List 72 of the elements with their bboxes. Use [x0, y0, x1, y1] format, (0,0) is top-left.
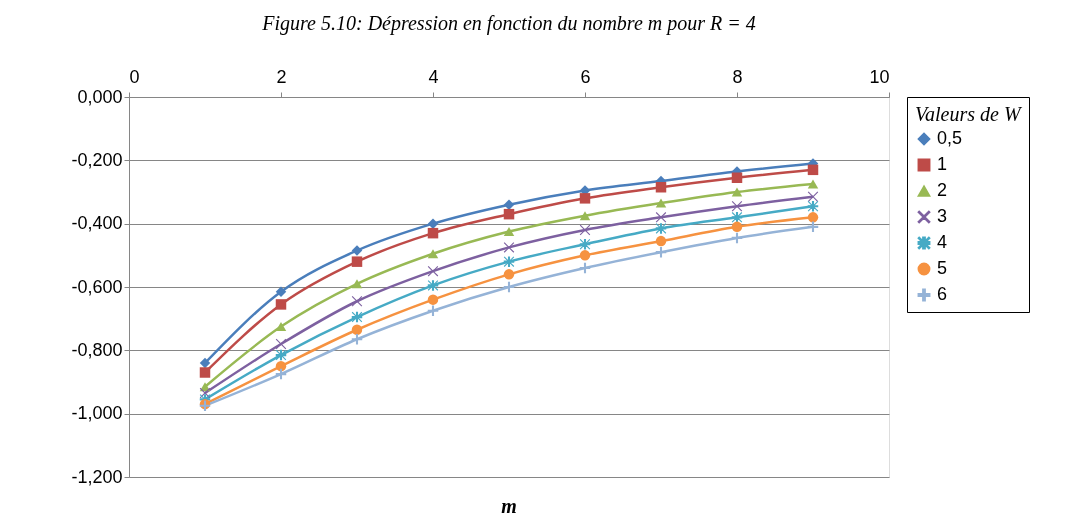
point	[655, 182, 667, 193]
point	[503, 242, 515, 253]
y-tick-label: -0,800	[71, 339, 123, 360]
point	[579, 239, 591, 250]
point	[807, 191, 819, 202]
point	[731, 172, 743, 183]
point	[427, 280, 439, 291]
y-tick-label: -0,200	[71, 149, 123, 170]
legend-label: 2	[937, 180, 948, 200]
point	[503, 227, 515, 237]
x-tick-label: 10	[869, 66, 890, 87]
x-tick-label: 6	[580, 66, 591, 87]
point	[807, 179, 819, 189]
point	[199, 367, 211, 378]
point	[275, 322, 287, 332]
point	[731, 232, 743, 244]
y-tick-label: -0,600	[71, 276, 123, 297]
x-tick-label: 8	[732, 66, 743, 87]
point	[503, 281, 515, 293]
point	[655, 212, 667, 223]
point	[655, 198, 667, 208]
x-tick-label: 0	[129, 66, 140, 87]
point	[579, 262, 591, 274]
point	[731, 201, 743, 212]
point	[807, 212, 819, 223]
point	[503, 256, 515, 267]
point	[275, 368, 287, 380]
point	[351, 296, 363, 307]
point	[275, 286, 287, 297]
x-axis-title: m	[501, 495, 517, 517]
point	[351, 324, 363, 335]
legend-title: Valeurs de W	[915, 103, 1023, 125]
point	[503, 199, 515, 210]
point	[731, 212, 743, 223]
point	[731, 221, 743, 233]
y-tick-label: 0,000	[77, 86, 123, 107]
legend-label: 3	[937, 206, 948, 226]
point	[731, 187, 743, 197]
point	[579, 193, 591, 204]
point	[807, 164, 819, 176]
y-tick-label: -0,400	[71, 213, 123, 234]
point	[655, 246, 667, 258]
point	[427, 305, 439, 316]
point	[427, 218, 439, 229]
point	[351, 256, 363, 267]
x-tick-label: 2	[276, 66, 287, 87]
point	[807, 201, 819, 212]
legend-label: 6	[937, 284, 948, 304]
point	[351, 334, 363, 345]
legend-label: 5	[937, 258, 948, 278]
point	[351, 279, 363, 289]
point	[655, 235, 667, 247]
chart-title: Figure 5.10: Dépression en fonction du nombre m pour R = 4	[261, 12, 756, 35]
y-tick-label: -1,000	[71, 403, 123, 424]
point	[579, 211, 591, 221]
legend-label: 1	[937, 154, 948, 174]
point	[427, 249, 439, 259]
y-tick-label: -1,200	[71, 466, 123, 487]
point	[427, 227, 439, 239]
point	[275, 360, 287, 372]
point	[503, 208, 515, 220]
point	[579, 250, 591, 261]
point	[503, 269, 515, 280]
legend-label: 0,5	[937, 128, 963, 148]
point	[199, 357, 211, 369]
legend-label: 4	[937, 232, 948, 252]
point	[427, 294, 439, 305]
point	[807, 221, 819, 233]
x-tick-label: 4	[428, 66, 439, 87]
point	[655, 223, 667, 234]
point	[351, 245, 363, 256]
point	[275, 299, 287, 310]
